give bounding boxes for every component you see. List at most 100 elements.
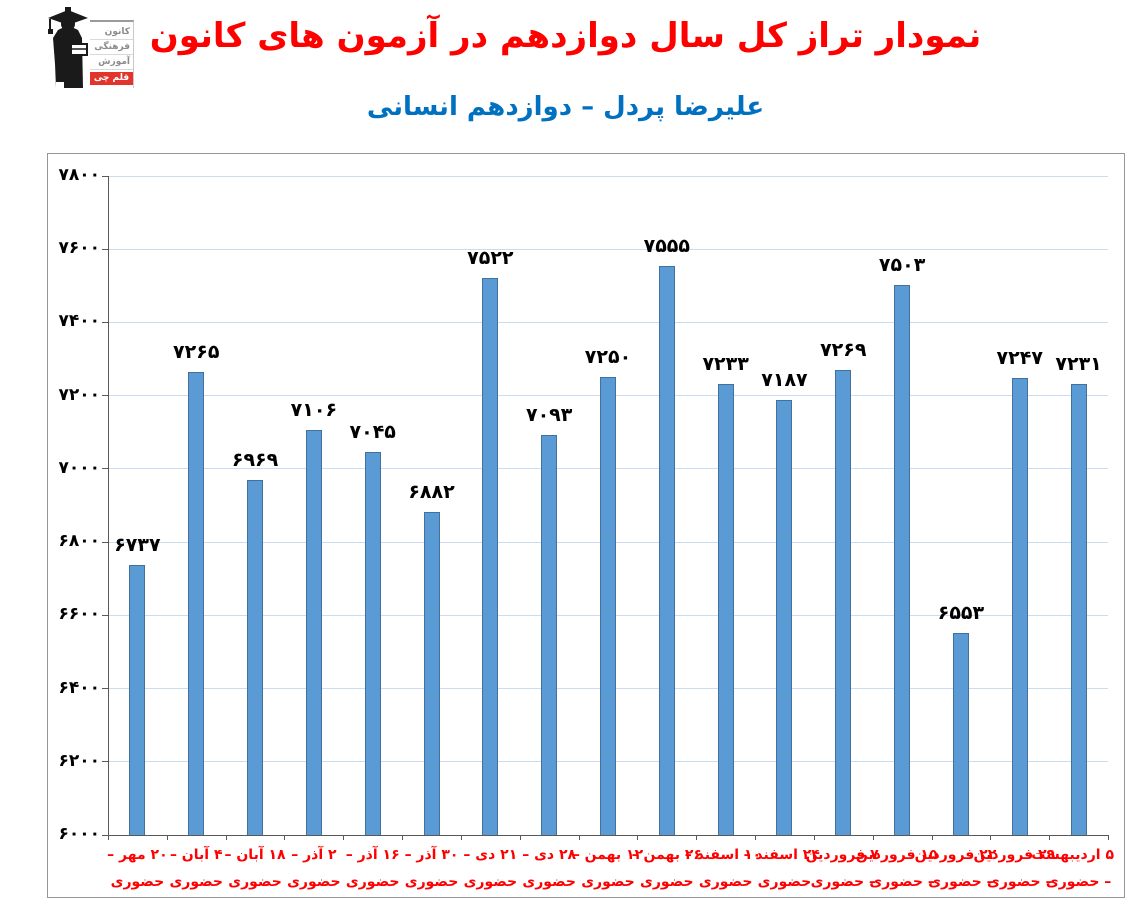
y-axis-tick: [102, 834, 108, 836]
bar-value-label: ۷۲۳۱: [1055, 353, 1102, 376]
x-tick-label: ۱۲ بهمن – حضوری: [573, 842, 644, 896]
x-label-mode: – حضوری: [987, 874, 1053, 890]
x-label-date: ۱۰ اسفند –: [684, 847, 762, 863]
x-label-mode: حضوری: [345, 874, 400, 890]
x-label-date: ۱۸ آبان –: [224, 847, 286, 863]
x-label-mode: حضوری: [404, 874, 459, 890]
x-label-date: ۷ فروردین: [805, 847, 879, 863]
x-label-mode: – حضوری: [928, 874, 994, 890]
y-tick-label: ۶۶۰۰: [58, 604, 100, 625]
y-axis-tick: [102, 761, 108, 763]
gridline: [108, 175, 1108, 177]
y-axis-tick: [102, 395, 108, 397]
x-label-date: ۲ آذر –: [291, 847, 337, 863]
x-label-date: ۱۶ آذر –: [345, 847, 400, 863]
x-axis-tick: [284, 835, 286, 840]
x-tick-label: ۲۲ فروردین – حضوری: [914, 842, 997, 896]
logo-text-card: کانون فرهنگی آموزش قلم چی: [90, 20, 134, 88]
x-axis-tick: [460, 835, 462, 840]
x-axis-tick: [166, 835, 168, 840]
bar-value-label: ۷۱۸۷: [761, 369, 808, 392]
chart-area: ۶۰۰۰ ۶۲۰۰ ۶۴۰۰ ۶۶۰۰ ۶۸۰۰ ۷۰۰۰ ۷۲۰۰ ۷۴۰۰ ۷۶۰۰ ۷۸۰۰…: [47, 153, 1125, 898]
y-axis-line: [108, 176, 109, 835]
x-axis-tick: [990, 835, 992, 840]
bar-value-label: ۶۸۸۲: [408, 481, 455, 504]
x-axis-line: [108, 834, 1108, 836]
chart-subtitle: علیرضا پردل – دوازدهم انسانی: [366, 92, 765, 122]
bar: [894, 284, 911, 835]
graduate-figure-icon: [48, 7, 88, 88]
x-tick-label: ۳۰ آذر – حضوری: [396, 842, 467, 896]
bar: [541, 434, 558, 835]
x-label-date: ۲۸ دی –: [522, 847, 577, 863]
bar: [658, 265, 675, 835]
y-tick-label: ۷۶۰۰: [58, 238, 100, 259]
x-tick-label: ۱۸ آبان – حضوری: [220, 842, 291, 896]
x-label-date: ۲۱ دی –: [463, 847, 518, 863]
y-axis-tick: [102, 541, 108, 543]
bar: [247, 480, 264, 835]
y-tick-label: ۷۰۰۰: [58, 457, 100, 478]
bar: [482, 277, 499, 835]
x-label-mode: حضوری: [757, 874, 812, 890]
bar: [129, 565, 146, 835]
bar-value-label: ۷۵۵۵: [643, 234, 690, 257]
x-label-date: ۲۰ مهر –: [107, 847, 168, 863]
y-axis-tick: [102, 688, 108, 690]
bar-value-label: ۶۹۶۹: [231, 449, 279, 472]
kanoon-ghalamchi-logo: کانون فرهنگی آموزش قلم چی: [38, 4, 134, 92]
logo-badge: قلم چی: [90, 72, 133, 85]
x-label-date: ۲۴ اسفند –: [743, 847, 820, 863]
x-label-mode: حضوری: [463, 874, 518, 890]
bar-value-label: ۷۵۰۳: [878, 253, 926, 276]
x-axis-tick: [1108, 835, 1109, 840]
x-label-mode: حضوری: [169, 874, 223, 890]
x-label-mode: حضوری: [287, 874, 341, 890]
bar-value-label: ۷۰۹۳: [525, 403, 573, 426]
x-tick-label: ۲۸ دی – حضوری: [514, 842, 585, 896]
bar-value-label: ۷۲۳۳: [702, 352, 749, 375]
x-label-mode: حضوری: [110, 874, 165, 890]
x-axis-tick: [1049, 835, 1051, 840]
bar: [952, 632, 969, 835]
x-label-mode: – حضوری: [1045, 874, 1112, 890]
x-axis-tick: [402, 835, 404, 840]
x-tick-label: ۵ اردیبهشت – حضوری: [1031, 842, 1114, 896]
x-label-date: ۲۲ فروردین: [914, 847, 997, 863]
x-axis-tick: [578, 835, 580, 840]
bar: [717, 383, 734, 835]
x-axis-tick: [225, 835, 227, 840]
x-label-date: ۴ آبان –: [169, 847, 223, 863]
x-axis-tick: [755, 835, 757, 840]
x-label-date: ۵ اردیبهشت: [1031, 847, 1114, 863]
y-tick-label: ۶۴۰۰: [58, 677, 100, 698]
y-axis-tick: [102, 321, 108, 323]
plot-area: ۶۰۰۰ ۶۲۰۰ ۶۴۰۰ ۶۶۰۰ ۶۸۰۰ ۷۰۰۰ ۷۲۰۰ ۷۴۰۰ ۷۶۰۰ ۷۸۰۰…: [48, 154, 1124, 897]
bar-value-label: ۷۱۰۶: [290, 399, 338, 422]
y-tick-label: ۶۲۰۰: [58, 750, 100, 771]
x-axis-tick: [813, 835, 815, 840]
bar-value-label: ۷۵۲۲: [467, 246, 514, 269]
x-tick-label: ۴ آبان – حضوری: [161, 842, 232, 896]
x-label-mode: حضوری: [228, 874, 282, 890]
y-axis-tick: [102, 248, 108, 250]
bar-value-label: ۶۵۵۳: [937, 601, 985, 624]
x-tick-label: ۲۴ اسفند – حضوری: [743, 842, 820, 896]
x-tick-label: ۱۵ فروردین – حضوری: [856, 842, 938, 896]
x-tick-label: ۲۱ دی – حضوری: [455, 842, 526, 896]
bar-value-label: ۷۲۶۵: [173, 340, 220, 363]
bar-value-label: ۷۲۴۷: [996, 347, 1043, 370]
x-axis-tick: [637, 835, 639, 840]
bar: [1011, 378, 1028, 835]
x-label-mode: حضوری: [581, 874, 635, 890]
logo-org-line: کانون: [90, 25, 133, 40]
bar: [835, 370, 852, 835]
x-label-mode: حضوری: [640, 874, 694, 890]
x-axis-tick: [108, 835, 109, 840]
bar: [776, 400, 793, 835]
x-label-mode: – حضوری: [810, 874, 876, 890]
bar: [364, 452, 381, 835]
x-tick-label: ۲ آذر – حضوری: [278, 842, 349, 896]
y-axis-tick: [102, 614, 108, 616]
